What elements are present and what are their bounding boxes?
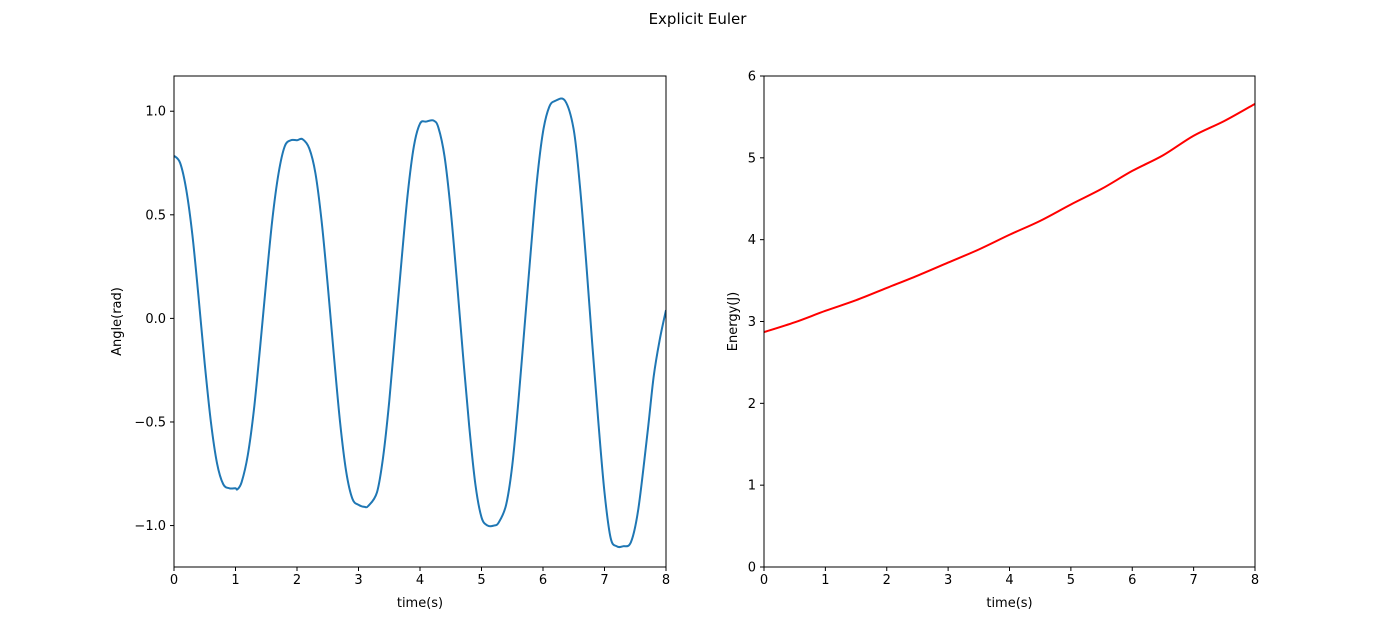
x-tick-label: 1	[821, 573, 829, 588]
y-tick-label: −0.5	[134, 415, 166, 430]
x-tick-label: 5	[1067, 573, 1075, 588]
angle-axes: 0 1 2 3 4 5 6 7 8 −1.0 −0.5 0.0 0.5 1.0 time(s) Angle(r…	[110, 75, 670, 611]
x-tick-label: 0	[170, 573, 178, 588]
series-line-0	[764, 102, 1255, 334]
y-tick-label: 6	[748, 70, 756, 85]
x-tick-label: 4	[1005, 573, 1013, 588]
series-line-0	[174, 97, 666, 549]
figure-title: Explicit Euler	[648, 10, 747, 28]
x-tick-label: 2	[883, 573, 891, 588]
y-axis-label: Angle(rad)	[110, 287, 125, 356]
y-tick-label: 0.0	[145, 312, 166, 327]
axes-frame	[763, 75, 1256, 568]
energy-axes: 0 1 2 3 4 5 6 7 8 0 1 2 3 4 5 6 time(s) Energy(J)	[726, 70, 1259, 612]
y-tick-label: 2	[748, 397, 756, 412]
x-tick-label: 5	[477, 573, 485, 588]
y-tick-label: 1.0	[145, 105, 166, 120]
y-tick-label: 3	[748, 315, 756, 330]
y-tick-label: 0.5	[145, 208, 166, 223]
x-axis-label: time(s)	[986, 596, 1032, 611]
x-tick-label: 8	[1251, 573, 1259, 588]
y-tick-label: 1	[748, 479, 756, 494]
x-tick-label: 7	[1189, 573, 1197, 588]
x-tick-label: 7	[600, 573, 608, 588]
y-tick-label: 5	[748, 151, 756, 166]
x-tick-label: 3	[944, 573, 952, 588]
axes-frame	[173, 75, 667, 568]
y-tick-label: 0	[748, 561, 756, 576]
x-tick-label: 4	[416, 573, 424, 588]
x-tick-label: 8	[662, 573, 670, 588]
y-axis-label: Energy(J)	[726, 292, 741, 352]
x-tick-label: 6	[539, 573, 547, 588]
x-axis-label: time(s)	[397, 596, 443, 611]
x-tick-label: 0	[760, 573, 768, 588]
x-tick-label: 3	[354, 573, 362, 588]
x-tick-label: 2	[293, 573, 301, 588]
x-tick-label: 1	[231, 573, 239, 588]
y-tick-label: 4	[748, 233, 756, 248]
y-tick-label: −1.0	[134, 519, 166, 534]
x-tick-label: 6	[1128, 573, 1136, 588]
